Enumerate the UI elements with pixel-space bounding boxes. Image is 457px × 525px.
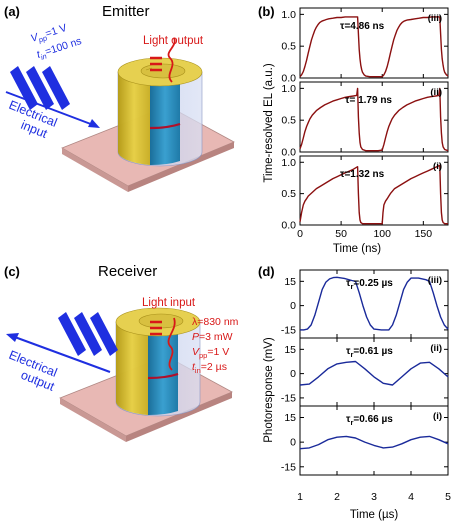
receiver-panel-label: (c) xyxy=(4,264,20,279)
y-tick-label: 0.0 xyxy=(281,147,296,159)
emitter-panel-label: (a) xyxy=(4,4,20,19)
y-tick-label: 0 xyxy=(290,368,296,380)
receiver-tin: tin=2 µs xyxy=(192,361,227,375)
series-line xyxy=(299,87,449,152)
y-tick-label: 1.0 xyxy=(281,9,296,21)
emitter-light-symbol xyxy=(150,37,176,83)
chart-b-xlabel: Time (ns) xyxy=(333,243,381,255)
x-tick-label: 4 xyxy=(408,491,414,503)
subplot-annotation: τr=0.61 µs xyxy=(346,346,393,359)
subplot-frame xyxy=(299,7,449,79)
y-tick-label: 1.0 xyxy=(281,83,296,95)
chart-b-plots: 0.0 0.5 1.0 (iii) τ=4.86 ns 0.0 0.5 1.0 (ii) τ= 1… xyxy=(281,7,449,240)
y-tick-label: 0.0 xyxy=(281,73,296,85)
subplot-annotation: τ=4.86 ns xyxy=(340,21,385,32)
chart-d: (d) Photoresponse (mV) Time (µs) -15015(… xyxy=(258,264,451,521)
series-line xyxy=(299,435,449,450)
emitter-title: Emitter xyxy=(102,3,150,20)
x-tick-label: 3 xyxy=(371,491,377,503)
subplot-annotation: τ= 1.79 ns xyxy=(345,95,392,106)
y-tick-label: 0.5 xyxy=(281,115,296,127)
x-tick-label: 1 xyxy=(297,491,303,503)
chart-d-xlabel: Time (µs) xyxy=(350,509,399,521)
emitter-light-label: Light output xyxy=(143,35,204,47)
y-tick-label: 0 xyxy=(290,300,296,312)
x-tick-label: 0 xyxy=(297,228,303,240)
subplot-frame xyxy=(299,155,449,226)
series-line xyxy=(300,276,449,331)
receiver-substrate-front xyxy=(60,398,126,442)
y-tick-label: 0 xyxy=(290,437,296,449)
y-tick-label: 15 xyxy=(284,412,296,424)
y-tick-label: 0.0 xyxy=(281,220,296,232)
receiver-power: P=3 mW xyxy=(192,331,233,343)
x-tick-label: 2 xyxy=(334,491,340,503)
receiver-light-symbol xyxy=(150,317,176,371)
subplot-label: (i) xyxy=(433,411,442,422)
receiver-title: Receiver xyxy=(98,263,157,280)
receiver-device xyxy=(115,307,201,417)
chart-d-panel-label: (d) xyxy=(258,264,275,279)
x-tick-label: 150 xyxy=(415,228,433,240)
x-tick-label: 5 xyxy=(445,491,451,503)
subplot-frame xyxy=(299,81,449,153)
series-line xyxy=(299,164,448,225)
subplot-annotation: τr=0.66 µs xyxy=(346,414,393,427)
emitter-device xyxy=(117,57,203,167)
y-tick-label: 0.5 xyxy=(281,188,296,200)
subplot-label: (ii) xyxy=(430,343,442,354)
subplot-label: (ii) xyxy=(430,87,442,98)
receiver-light-label: Light input xyxy=(142,297,196,309)
subplot-label: (iii) xyxy=(428,13,442,24)
chart-d-ylabel: Photoresponse (mV) xyxy=(263,337,275,443)
y-tick-label: -15 xyxy=(281,392,296,404)
receiver-panel: (c) Receiver Light input λ=830 nm P=3 mW… xyxy=(4,263,239,442)
series-line xyxy=(299,16,449,78)
receiver-params: λ=830 nm P=3 mW Vpp=1 V tin=2 µs xyxy=(192,316,239,375)
subplot-label: (i) xyxy=(433,161,442,172)
y-tick-label: 15 xyxy=(284,344,296,356)
emitter-input-arrow xyxy=(5,91,100,128)
y-tick-label: -15 xyxy=(281,324,296,336)
receiver-output-stripes xyxy=(58,312,118,356)
subplot-annotation: τ=1.32 ns xyxy=(340,169,385,180)
chart-b-ylabel: Time-resolved EL (a.u.) xyxy=(263,63,275,182)
y-tick-label: -15 xyxy=(281,461,296,473)
x-tick-label: 100 xyxy=(373,228,391,240)
x-tick-label: 50 xyxy=(335,228,347,240)
chart-b: (b) Time-resolved EL (a.u.) Time (ns) 0.… xyxy=(258,4,449,255)
receiver-vpp: Vpp=1 V xyxy=(192,346,229,360)
emitter-input-stripes xyxy=(10,66,70,110)
y-tick-label: 1.0 xyxy=(281,157,296,169)
emitter-substrate-side xyxy=(128,142,234,192)
receiver-lambda: λ=830 nm xyxy=(192,316,239,328)
y-tick-label: 0.5 xyxy=(281,41,296,53)
subplot-annotation: τr=0.25 µs xyxy=(346,278,393,291)
chart-b-panel-label: (b) xyxy=(258,4,275,19)
subplot-label: (iii) xyxy=(428,275,442,286)
receiver-output-arrow xyxy=(6,333,111,373)
emitter-panel: (a) Emitter Light output xyxy=(4,3,235,192)
y-tick-label: 15 xyxy=(284,276,296,288)
receiver-substrate-side xyxy=(126,392,232,442)
emitter-substrate-front xyxy=(62,148,128,192)
series-line xyxy=(299,360,449,386)
